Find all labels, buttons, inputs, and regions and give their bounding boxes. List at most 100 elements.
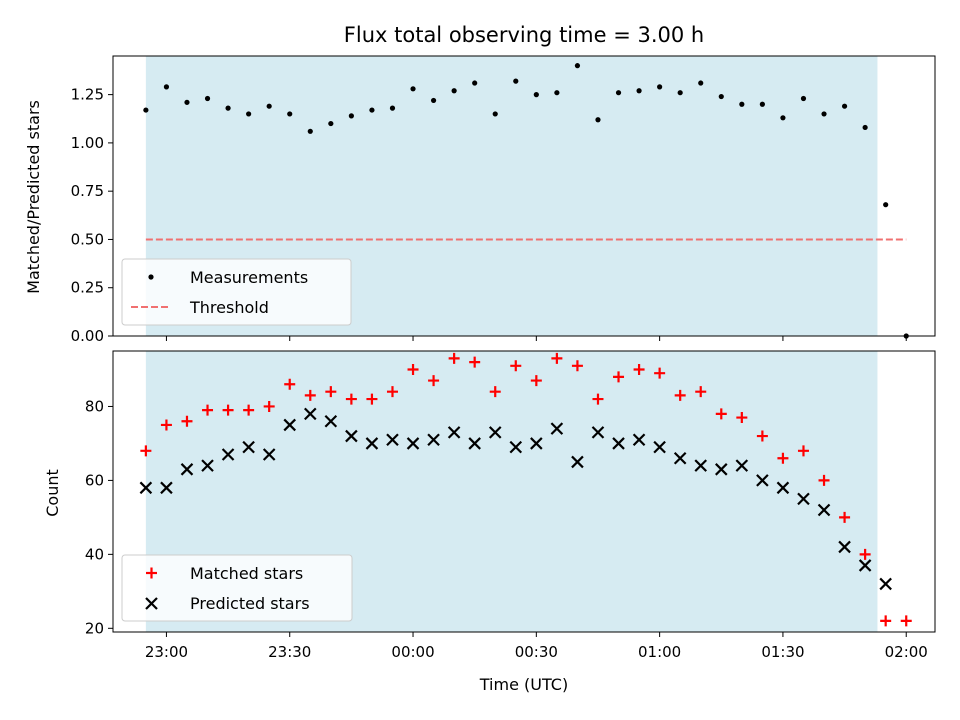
predicted-star-point	[242, 440, 255, 454]
matched-star-point	[736, 412, 748, 424]
x-tick-label: 00:00	[391, 643, 434, 661]
matched-star-point	[900, 615, 912, 627]
matched-star-point	[592, 393, 604, 405]
measurements-legend-label: Measurements	[190, 268, 308, 287]
bottom-legend-box	[121, 554, 353, 622]
predicted-star-point	[304, 407, 317, 421]
measurement-point	[615, 90, 622, 96]
matched-star-point	[880, 615, 892, 627]
measurement-point	[328, 120, 334, 127]
predicted-star-point	[797, 492, 810, 506]
measurement-point	[430, 97, 437, 104]
measurement-point	[677, 90, 683, 96]
predicted-star-point	[591, 426, 605, 439]
bottom-legend: Matched stars Predicted stars	[121, 554, 353, 622]
measurement-point	[862, 124, 868, 131]
predicted-star-point	[694, 459, 708, 472]
predicted-star-point	[653, 440, 666, 454]
predicted-star-point	[221, 448, 235, 461]
predicted-star-point	[858, 559, 872, 572]
measurement-point	[841, 103, 848, 109]
matched-star-point	[386, 386, 398, 398]
bottom-axes: 20 40 60 80 23:00 23:30 00:00 00:30 01:00 01:30 02…	[85, 350, 936, 661]
predicted-star-point	[756, 474, 769, 487]
measurement-point	[698, 80, 704, 86]
matched-star-point	[284, 378, 296, 390]
matched-star-point	[756, 430, 768, 442]
x-tick-label: 01:00	[638, 643, 681, 661]
x-tick-label: 23:00	[145, 643, 188, 661]
measurement-point	[266, 103, 272, 109]
measurement-point	[554, 90, 560, 96]
predicted-star-point	[530, 437, 543, 450]
measurement-point	[307, 128, 313, 134]
x-tick-label: 02:00	[885, 643, 928, 661]
measurement-point	[204, 95, 211, 102]
measurement-point	[636, 88, 642, 94]
predicted-star-point	[735, 459, 749, 472]
chart-title: Flux total observing time = 3.00 h	[344, 23, 704, 47]
matched-star-point	[366, 393, 378, 405]
y-tick-label: 0.50	[71, 230, 104, 248]
y-tick-label: 60	[85, 471, 104, 489]
measurement-point	[800, 95, 807, 102]
top-y-axis-label: Matched/Predicted stars	[24, 100, 43, 294]
x-tick-label: 23:30	[268, 643, 311, 661]
predicted-legend-marker	[145, 597, 158, 610]
predicted-star-point	[571, 455, 584, 469]
top-legend-box	[121, 258, 352, 326]
top-legend: Measurements Threshold	[121, 258, 352, 326]
matched-star-point	[695, 386, 707, 398]
predicted-star-point	[838, 540, 851, 554]
measurement-point	[513, 78, 519, 84]
matched-star-point	[571, 360, 583, 372]
measurement-point	[574, 63, 581, 69]
predicted-star-point	[715, 463, 728, 476]
x-axis-label: Time (UTC)	[479, 675, 568, 694]
measurements-legend-marker	[148, 274, 154, 280]
predicted-star-point	[283, 418, 297, 432]
predicted-star-point	[447, 426, 461, 439]
matched-star-point	[777, 452, 789, 464]
matched-star-point	[160, 419, 172, 431]
matched-star-point	[304, 389, 316, 401]
measurement-point	[451, 88, 457, 94]
matched-star-point	[715, 408, 727, 420]
matched-star-point	[839, 511, 851, 523]
y-tick-label: 1.00	[71, 134, 104, 152]
matched-star-point	[613, 371, 625, 383]
measurement-point	[821, 111, 827, 117]
matched-star-point	[489, 386, 501, 398]
predicted-star-point	[879, 577, 892, 591]
matched-star-point	[654, 367, 666, 379]
predicted-star-point	[365, 437, 379, 450]
predicted-star-point	[180, 463, 194, 476]
x-tick-label: 00:30	[515, 643, 558, 661]
matched-star-point	[325, 386, 337, 398]
y-tick-label: 0.75	[71, 182, 104, 200]
x-tick-label: 01:30	[761, 643, 804, 661]
y-tick-label: 40	[85, 545, 104, 563]
measurement-point	[348, 113, 354, 119]
predicted-star-point	[345, 429, 358, 443]
y-tick-label: 20	[85, 619, 104, 637]
predicted-star-point	[427, 433, 440, 447]
matched-star-point	[469, 356, 481, 368]
y-tick-label: 0.00	[71, 327, 104, 345]
matched-star-point	[222, 404, 234, 416]
threshold-legend-label: Threshold	[189, 298, 269, 317]
measurement-point	[780, 115, 786, 121]
measurement-point	[225, 105, 231, 111]
predicted-star-point	[324, 414, 338, 428]
matched-star-point	[797, 445, 809, 457]
predicted-star-point	[201, 459, 214, 472]
matched-star-point	[181, 415, 193, 427]
predicted-star-point	[550, 422, 564, 435]
predicted-star-point	[468, 437, 481, 450]
measurement-point	[492, 111, 498, 117]
measurement-point	[287, 111, 293, 117]
y-tick-label: 0.25	[71, 279, 104, 297]
measurement-point	[472, 80, 478, 86]
predicted-star-point	[612, 437, 625, 450]
